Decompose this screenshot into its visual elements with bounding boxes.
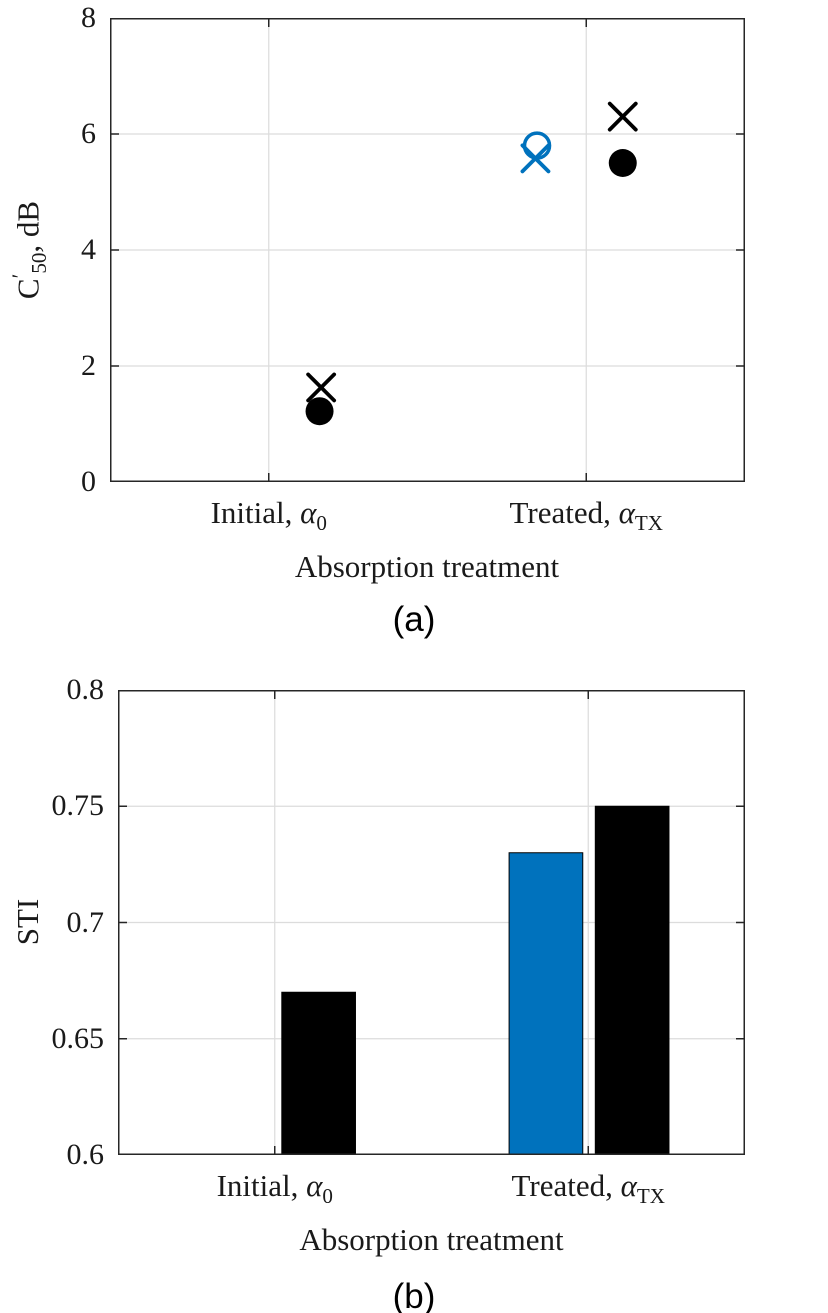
- y-tick-label: 0: [81, 465, 96, 498]
- y-tick-label: 4: [81, 233, 96, 266]
- bar: [508, 852, 584, 1155]
- alpha-symbol: α: [618, 495, 635, 530]
- scatter-plot: [110, 18, 745, 482]
- marker-x: [607, 101, 638, 132]
- marker-x: [306, 372, 337, 403]
- bar: [594, 805, 670, 1155]
- alpha-symbol: α: [300, 495, 317, 530]
- xtick-prefix: Initial,: [210, 495, 301, 530]
- ylabel-prime: ′: [8, 273, 33, 279]
- axes-box: [110, 18, 745, 482]
- xtick-sub: TX: [634, 511, 663, 536]
- marker-circle-filled: [608, 149, 637, 177]
- xtick-sub: 0: [316, 511, 327, 536]
- x-axis-label-a: Absorption treatment: [294, 549, 560, 584]
- y-tick-label: 2: [81, 349, 96, 382]
- x-axis-label-b: Absorption treatment: [299, 1222, 564, 1257]
- y-tick-label: 0.7: [66, 905, 105, 939]
- axes-box: [118, 690, 745, 1155]
- xtick-prefix: Treated,: [511, 1168, 621, 1203]
- y-tick-label: 8: [81, 1, 96, 34]
- ylabel-base: C: [10, 278, 46, 300]
- xtick-sub: 0: [322, 1184, 333, 1209]
- marker-circle-filled: [305, 397, 334, 426]
- y-tick-label: 0.8: [66, 673, 105, 706]
- xtick-sub: TX: [636, 1184, 665, 1209]
- bar: [281, 991, 356, 1155]
- alpha-symbol: α: [620, 1168, 637, 1203]
- alpha-symbol: α: [306, 1168, 323, 1203]
- x-tick-label-initial: Initial, α0: [217, 1169, 333, 1213]
- marker-x: [520, 143, 551, 174]
- plot-area-a: [110, 18, 745, 482]
- y-tick-label: 0.75: [51, 789, 105, 823]
- chart-a: C′50, dB 8 6 4 2 0 Initial, α0 Treated, …: [8, 1, 745, 639]
- caption-b: (b): [392, 1277, 436, 1313]
- xtick-prefix: Initial,: [216, 1168, 307, 1203]
- x-tick-label-initial: Initial, α0: [211, 496, 327, 540]
- y-tick-label: 0.6: [66, 1138, 105, 1171]
- x-tick-label-treated: Treated, αTX: [510, 496, 663, 540]
- bar-plot: [118, 690, 745, 1155]
- y-tick-label: 0.65: [51, 1021, 105, 1055]
- x-tick-label-treated: Treated, αTX: [512, 1169, 665, 1213]
- plot-area-b: [118, 690, 745, 1155]
- caption-a: (a): [392, 600, 436, 639]
- xtick-prefix: Treated,: [509, 495, 619, 530]
- y-tick-label: 6: [81, 117, 96, 150]
- chart-b: STI 0.8 0.75 0.7 0.65 0.6 Initial, α0 Tr…: [0, 665, 828, 1313]
